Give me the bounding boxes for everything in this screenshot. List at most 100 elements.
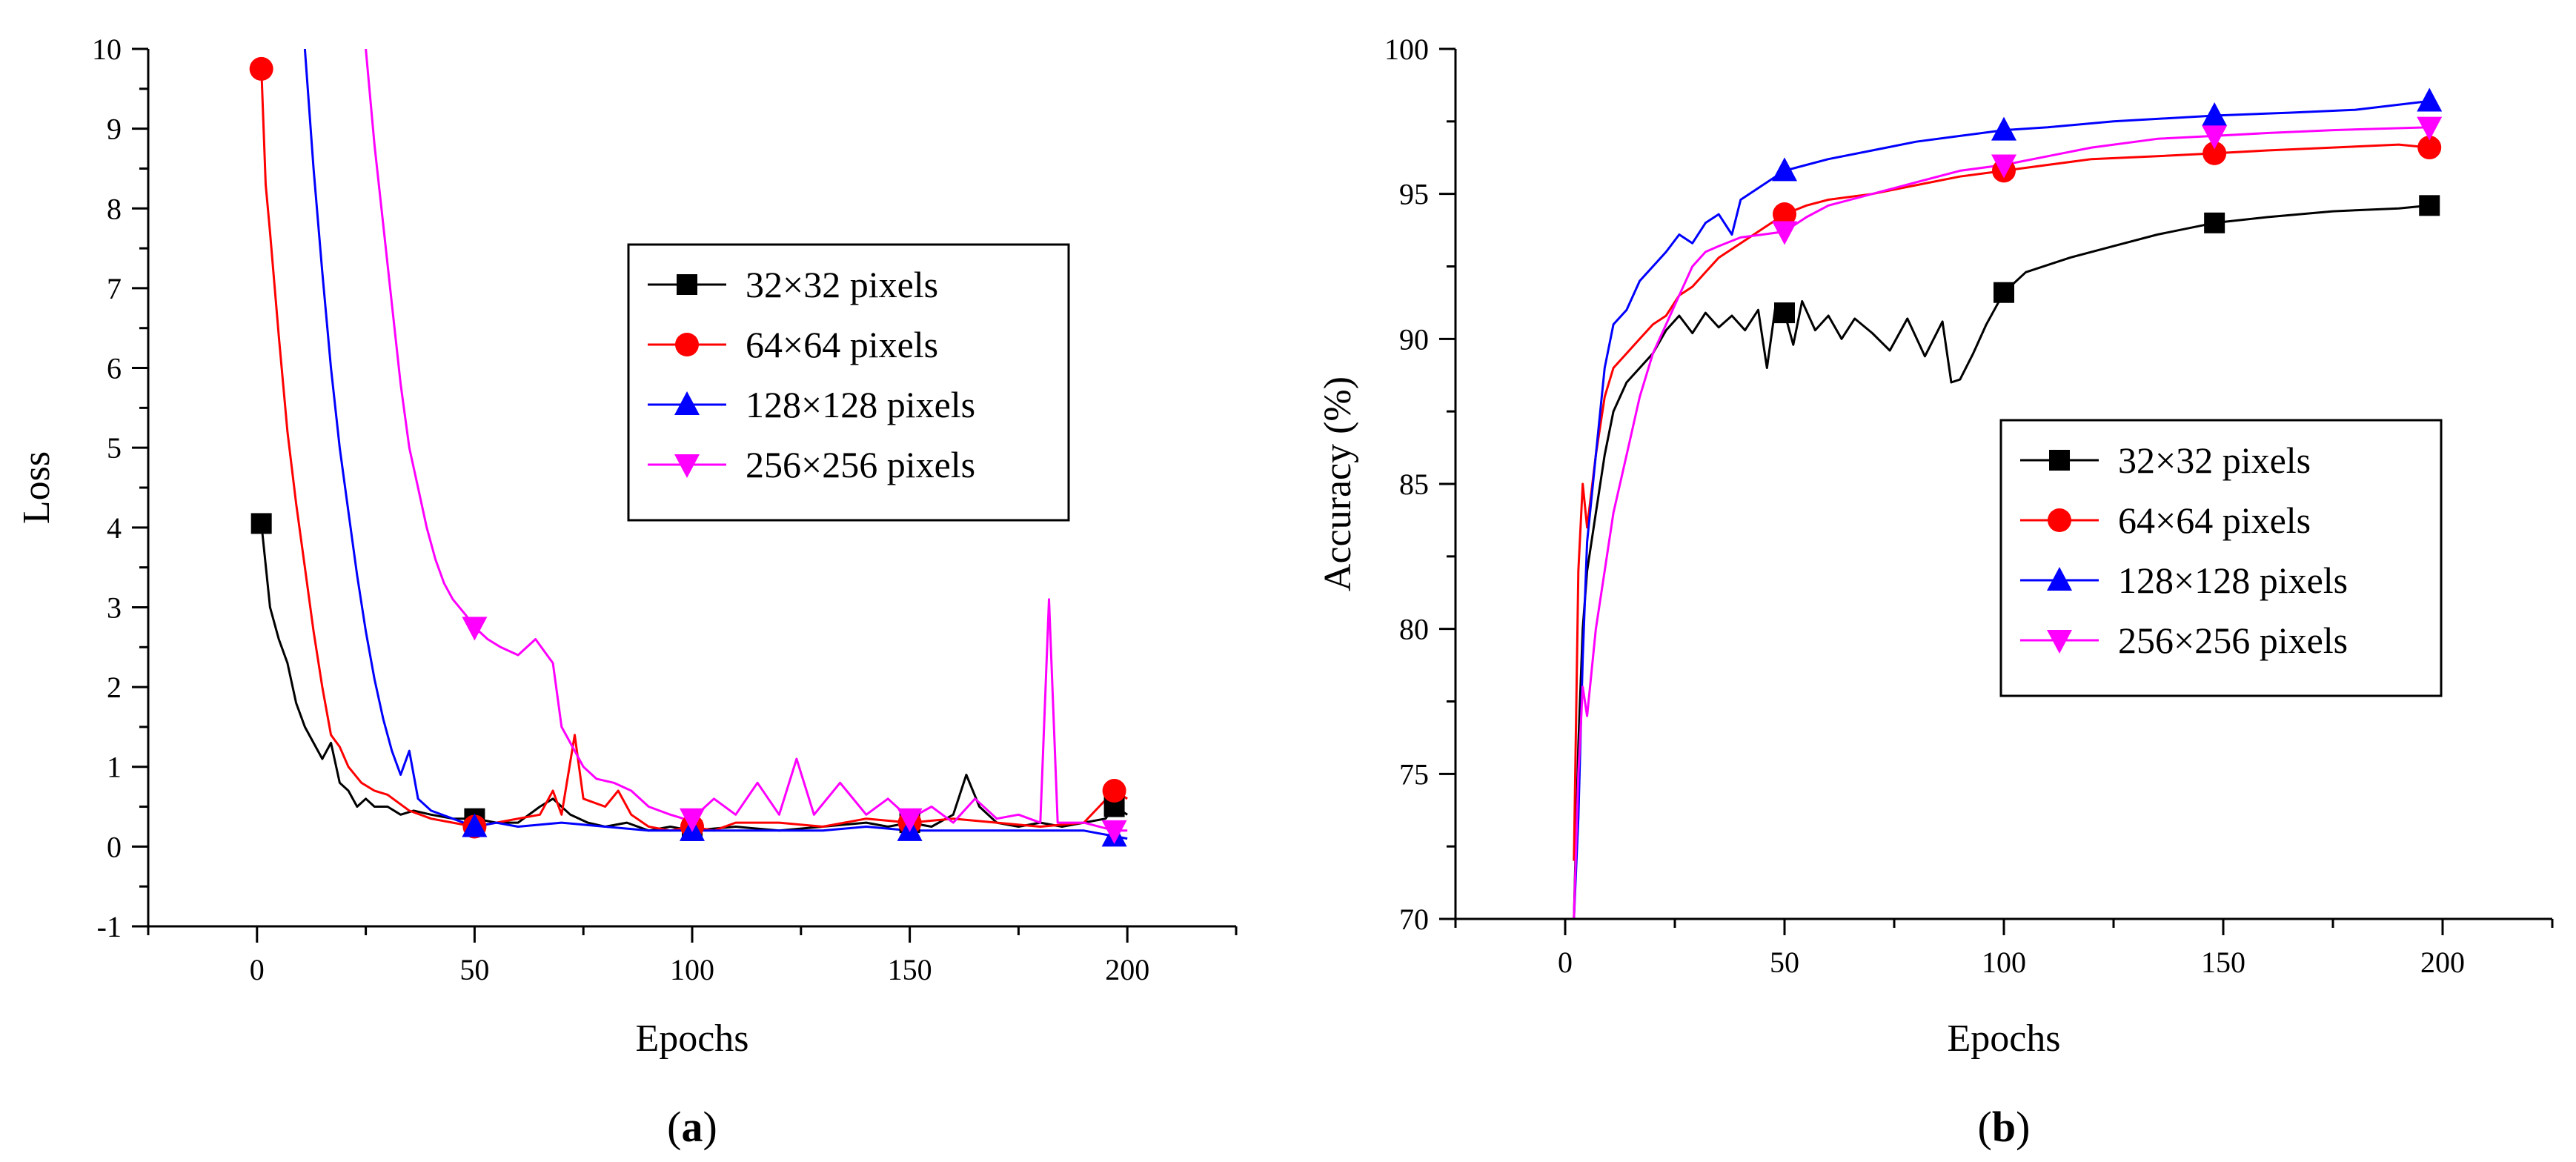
x-tick-label: 200: [2420, 946, 2465, 979]
data-point: [2202, 125, 2228, 150]
legend-label: 64×64 pixels: [2118, 499, 2311, 541]
x-tick-label: 100: [670, 953, 714, 986]
y-tick-label: 10: [92, 33, 122, 66]
x-tick-label: 0: [250, 953, 265, 986]
y-tick-label: 85: [1399, 468, 1429, 501]
legend-marker: [2048, 508, 2071, 532]
y-tick-label: 0: [107, 830, 122, 863]
data-point: [1102, 779, 1126, 803]
y-tick-label: 70: [1399, 903, 1429, 936]
data-point: [2202, 141, 2227, 165]
legend-label: 256×256 pixels: [2118, 620, 2348, 661]
series-group: [1573, 87, 2443, 919]
data-point: [1991, 116, 2016, 141]
series-line-1: [1573, 204, 2430, 919]
y-tick-label: 90: [1399, 322, 1429, 356]
legend-marker: [2047, 567, 2072, 591]
panel-label: (b): [1978, 1103, 2031, 1151]
accuracy-chart: 0 50 100 150 200 70 75 80 85 90 95 100 Epochs Accurac…: [1317, 33, 2554, 1151]
legend-box: [627, 243, 1070, 522]
data-point: [1772, 221, 1797, 245]
y-axis-label: Accuracy (%): [1317, 376, 1359, 591]
y-tick-label: 2: [107, 671, 122, 704]
y-tick-label: 4: [107, 511, 122, 545]
x-axis-label: Epochs: [635, 1017, 748, 1060]
y-tick-label: 3: [107, 591, 122, 624]
legend-label: 32×32 pixels: [746, 264, 938, 305]
data-point: [249, 56, 273, 81]
legend-label: 64×64 pixels: [746, 324, 938, 365]
legend-marker: [2047, 630, 2072, 654]
x-axis-label: Epochs: [1947, 1017, 2060, 1060]
data-point: [1101, 820, 1127, 844]
series-line-4: [365, 49, 1128, 832]
data-point: [2417, 116, 2443, 141]
data-point: [462, 813, 488, 837]
panel-label-close: ): [2016, 1103, 2030, 1151]
legend-box: [1999, 419, 2443, 697]
legend-marker: [674, 454, 700, 478]
legend-marker: [2049, 450, 2070, 471]
y-tick-label: 6: [107, 352, 122, 385]
data-point: [462, 617, 488, 641]
panel-label-open: (: [667, 1103, 681, 1151]
data-point: [2419, 195, 2440, 216]
data-point: [680, 808, 705, 832]
panel-label-open: (: [1978, 1103, 1992, 1151]
data-point: [1991, 154, 2016, 179]
legend-label: 128×128 pixels: [746, 384, 975, 425]
x-tick-label: 150: [888, 953, 932, 986]
data-point: [2204, 212, 2225, 233]
y-tick-label: 5: [107, 431, 122, 465]
data-point: [2202, 102, 2228, 127]
x-tick-label: 150: [2201, 946, 2245, 979]
y-tick-label: 75: [1399, 757, 1429, 791]
data-point: [1772, 157, 1797, 182]
y-tick-label: -1: [97, 910, 122, 943]
legend-entry: 256×256 pixels: [2020, 620, 2348, 661]
panel-label-letter: a: [682, 1103, 703, 1151]
y-tick-label: 7: [107, 272, 122, 305]
legend-entry: 32×32 pixels: [2020, 439, 2311, 481]
legend-entry: 32×32 pixels: [648, 264, 938, 305]
legend: 32×32 pixels 64×64 pixels 128×128 pixels 25…: [1999, 419, 2443, 697]
legend-entry: 64×64 pixels: [2020, 499, 2311, 541]
legend-label: 128×128 pixels: [2118, 560, 2348, 601]
legend-entry: 128×128 pixels: [2020, 560, 2348, 601]
loss-chart: 0 50 100 150 200 -1 0 1 2 3 4 5 6 7 8 9 10 Epochs Loss (a) 3…: [16, 33, 1238, 1151]
data-point: [1774, 302, 1795, 324]
series-line-1: [260, 523, 1128, 832]
legend-marker: [674, 391, 700, 415]
legend-entry: 128×128 pixels: [648, 384, 975, 425]
x-tick-label: 200: [1105, 953, 1149, 986]
y-tick-label: 80: [1399, 613, 1429, 646]
legend-marker: [677, 274, 697, 295]
x-tick-label: 50: [459, 953, 489, 986]
panel-label: (a): [667, 1103, 717, 1151]
data-point: [1773, 202, 1796, 227]
data-point: [2417, 87, 2443, 112]
panel-label-letter: b: [1992, 1103, 2016, 1151]
data-point: [250, 513, 272, 534]
legend-label: 32×32 pixels: [2118, 439, 2311, 481]
legend-marker: [675, 333, 699, 356]
series-group: [249, 49, 1128, 847]
y-tick-label: 95: [1399, 178, 1429, 211]
y-tick-label: 100: [1384, 33, 1429, 66]
series-line-4: [1573, 126, 2430, 919]
series-line-2: [260, 68, 1128, 832]
y-axis-label: Loss: [16, 451, 58, 524]
data-point: [2417, 136, 2442, 160]
panel-label-close: ): [703, 1103, 717, 1151]
legend-entry: 256×256 pixels: [648, 444, 975, 485]
data-point: [1994, 282, 2014, 303]
legend: 32×32 pixels 64×64 pixels 128×128 pixels 25…: [627, 243, 1070, 522]
x-tick-label: 100: [1982, 946, 2026, 979]
legend-entry: 64×64 pixels: [648, 324, 938, 365]
y-tick-label: 9: [107, 113, 122, 146]
x-tick-label: 50: [1770, 946, 1799, 979]
y-tick-label: 1: [107, 751, 122, 784]
series-line-3: [1573, 99, 2430, 919]
x-tick-label: 0: [1558, 946, 1573, 979]
